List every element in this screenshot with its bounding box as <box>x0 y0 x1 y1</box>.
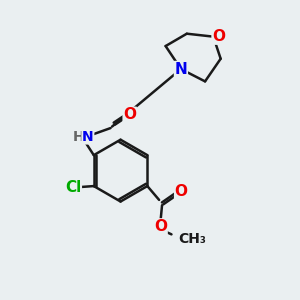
Text: O: O <box>154 219 167 234</box>
Text: H: H <box>72 130 84 144</box>
Text: O: O <box>212 29 225 44</box>
Text: Cl: Cl <box>65 180 81 195</box>
Text: O: O <box>123 107 136 122</box>
Text: N: N <box>82 130 94 144</box>
Text: N: N <box>175 61 187 76</box>
Text: O: O <box>175 184 188 200</box>
Text: CH₃: CH₃ <box>178 232 206 246</box>
